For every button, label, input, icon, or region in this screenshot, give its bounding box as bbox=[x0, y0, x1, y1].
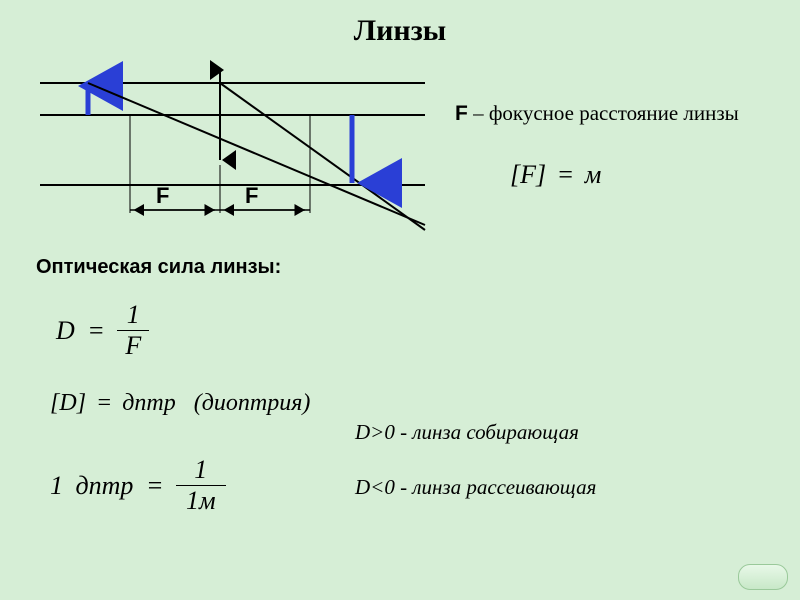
next-slide-button[interactable] bbox=[738, 564, 788, 590]
formula-one-dptr: 1 дптр = 1 1м bbox=[50, 455, 226, 516]
D-unit: [D] = дптр (диоптрия) bbox=[50, 390, 310, 417]
D-unit-eq: = bbox=[96, 390, 112, 416]
condition-converging: D>0 - линза собирающая bbox=[355, 420, 579, 445]
D-numerator: 1 bbox=[117, 300, 149, 331]
lens-diagram bbox=[30, 55, 430, 265]
D-var: D bbox=[56, 316, 75, 346]
one-dptr-num: 1 bbox=[176, 455, 226, 486]
focal-length-definition: F – фокусное расстояние линзы bbox=[455, 100, 765, 127]
D-eq: = bbox=[87, 316, 105, 346]
focal-unit-m: м bbox=[585, 160, 602, 189]
focus-label-right: F bbox=[245, 183, 258, 209]
focus-label-left: F bbox=[156, 183, 169, 209]
bracket-open: [ bbox=[510, 160, 520, 189]
one-dptr-den-1: 1 bbox=[186, 486, 199, 515]
paren-open: ( bbox=[194, 390, 202, 416]
condition-diverging: D<0 - линза рассеивающая bbox=[355, 475, 596, 500]
focal-unit-F: F bbox=[520, 160, 536, 189]
focal-unit: [F] = м bbox=[510, 160, 601, 190]
bracket-open-D: [ bbox=[50, 390, 59, 416]
one-dptr-1: 1 bbox=[50, 471, 63, 500]
one-dptr-eq: = bbox=[146, 471, 164, 501]
focal-unit-eq: = bbox=[557, 160, 575, 189]
D-unit-dptr: дптр bbox=[122, 390, 175, 416]
page-title: Линзы bbox=[0, 14, 800, 48]
D-denominator: F bbox=[117, 331, 149, 361]
focal-F-symbol: F bbox=[455, 102, 468, 125]
focal-text: – фокусное расстояние линзы bbox=[468, 101, 739, 125]
bracket-close: ] bbox=[536, 160, 546, 189]
optical-power-header: Оптическая сила линзы: bbox=[36, 256, 281, 279]
formula-D: D = 1 F bbox=[56, 300, 149, 361]
paren-close: ) bbox=[302, 390, 310, 416]
bracket-close-D: ] bbox=[77, 390, 86, 416]
one-dptr-den-m: м bbox=[199, 486, 216, 515]
D-unit-paren: диоптрия bbox=[202, 390, 303, 416]
D-unit-D: D bbox=[59, 390, 76, 416]
one-dptr-unit: дптр bbox=[76, 471, 134, 500]
